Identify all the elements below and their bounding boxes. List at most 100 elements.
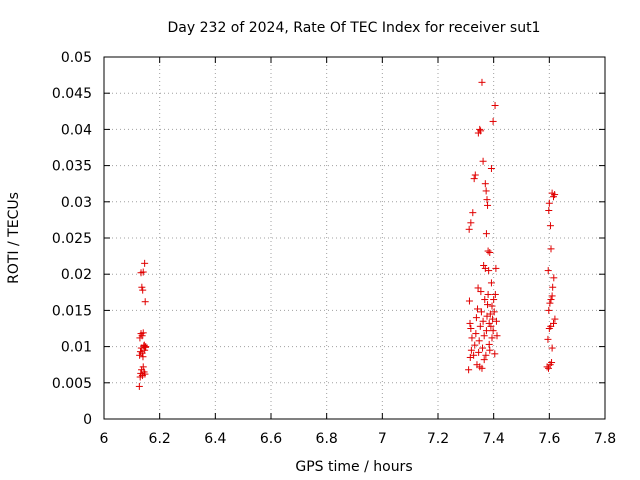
data-point [139,329,147,337]
data-point [467,346,475,354]
data-point [466,319,474,327]
data-point [482,351,490,359]
data-point [489,117,497,125]
y-axis-label: ROTI / TECUs [6,192,22,284]
data-point [470,175,478,183]
data-point [470,351,478,359]
x-tick-label: 7 [378,431,387,447]
data-point [479,344,487,352]
data-point [139,363,147,371]
y-tick-label: 0 [83,412,92,428]
data-point [476,125,484,133]
data-point [477,127,485,135]
x-tick-label: 6.8 [316,431,338,447]
data-point [489,315,497,323]
data-point [545,306,553,314]
data-point [548,292,556,300]
grid [104,57,605,419]
data-point [477,288,485,296]
data-point [138,332,146,340]
data-point [472,314,480,322]
data-point [548,344,556,352]
data-point [139,353,147,361]
data-point [486,346,494,354]
data-point [141,298,149,306]
data-point [485,340,493,348]
data-point [545,199,553,207]
data-point [549,283,557,291]
data-point [479,317,487,325]
y-tick-label: 0.01 [61,340,92,356]
data-point [487,322,495,330]
data-point [471,341,479,349]
data-point [467,219,475,227]
data-point [468,334,476,342]
data-point [492,264,500,272]
data-points [135,78,559,390]
data-point [472,330,480,338]
x-tick-label: 6.6 [260,431,282,447]
y-tick-label: 0.05 [61,50,92,66]
y-tick-label: 0.04 [61,122,92,138]
data-point [136,348,144,356]
data-point [480,332,488,340]
data-point [481,296,489,304]
y-tick-label: 0.005 [52,376,92,392]
data-point [141,259,149,267]
data-point [485,319,493,327]
data-point [488,302,496,310]
data-point [481,180,489,188]
data-point [474,284,482,292]
x-tick-label: 7.8 [594,431,616,447]
data-point [546,299,554,307]
data-point [544,364,552,372]
data-point [139,268,147,276]
data-point [493,332,501,340]
data-point [492,317,500,325]
data-point [486,310,494,318]
data-point [480,262,488,270]
y-tick-label: 0.015 [52,303,92,319]
tick-labels: 6 6.2 6.4 6.6 6.8 7 7.2 7.4 7.6 7.8 0 0.005 0.01 0.01… [52,50,616,447]
data-point [475,348,483,356]
data-point [491,290,499,298]
data-point [476,322,484,330]
data-point [475,337,483,345]
data-point [477,308,485,316]
x-tick-label: 6.2 [149,431,171,447]
data-point [484,290,492,298]
data-point [135,382,143,390]
data-point [490,296,498,304]
data-point [140,341,148,349]
chart-title: Day 232 of 2024, Rate Of TEC Index for r… [168,20,541,36]
data-point [488,334,496,342]
data-point [141,370,149,378]
plot-frame [103,56,606,420]
x-tick-label: 7.2 [427,431,449,447]
data-point [551,191,559,199]
data-point [465,366,473,374]
data-point [486,248,494,256]
data-point [551,315,559,323]
data-point [482,187,490,195]
y-tick-label: 0.035 [52,159,92,175]
data-point [482,230,490,238]
data-point [487,164,495,172]
data-point [547,296,555,304]
data-point [465,297,473,305]
data-point [478,364,486,372]
data-point [487,279,495,287]
x-tick-label: 7.4 [483,431,505,447]
y-tick-label: 0.03 [61,195,92,211]
data-point [544,267,552,275]
x-tick-label: 6.4 [204,431,226,447]
data-point [484,201,492,209]
data-point [544,335,552,343]
data-point [491,350,499,358]
data-point [546,222,554,230]
data-point [465,225,473,233]
data-point [483,196,491,204]
data-point [547,245,555,253]
data-point [469,209,477,217]
